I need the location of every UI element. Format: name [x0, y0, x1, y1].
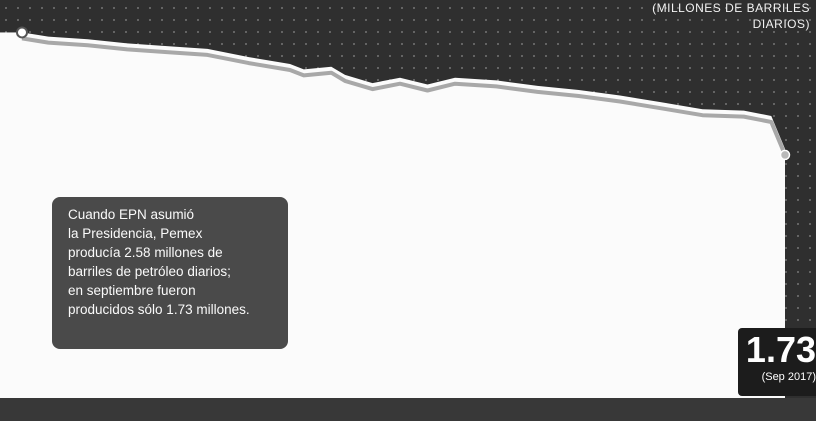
unit-label: (MILLONES DE BARRILES DIARIOS): [652, 0, 810, 32]
latest-value-date: (Sep 2017): [761, 371, 816, 383]
x-axis-bar: [0, 398, 816, 421]
annotation-line-5: en septiembre fueron: [68, 283, 196, 298]
annotation-line-2: la Presidencia, Pemex: [68, 226, 203, 241]
series-line: [21, 36, 787, 156]
end-point: [779, 149, 791, 161]
annotation-line-3: producía 2.58 millones de: [68, 245, 223, 260]
latest-value: 1.73: [745, 329, 816, 370]
annotation-line-1: Cuando EPN asumió: [68, 207, 195, 222]
latest-value-callout: 1.73 (Sep 2017): [738, 328, 816, 396]
area-fill-left: [0, 32, 22, 398]
annotation-box: Cuando EPN asumió la Presidencia, Pemex …: [52, 197, 288, 349]
unit-label-line-2: DIARIOS): [752, 17, 810, 31]
unit-label-line-1: (MILLONES DE BARRILES: [652, 1, 810, 15]
start-point: [16, 26, 28, 39]
annotation-line-4: barriles de petróleo diarios;: [68, 264, 231, 279]
annotation-line-6: producidos sólo 1.73 millones.: [68, 302, 250, 317]
